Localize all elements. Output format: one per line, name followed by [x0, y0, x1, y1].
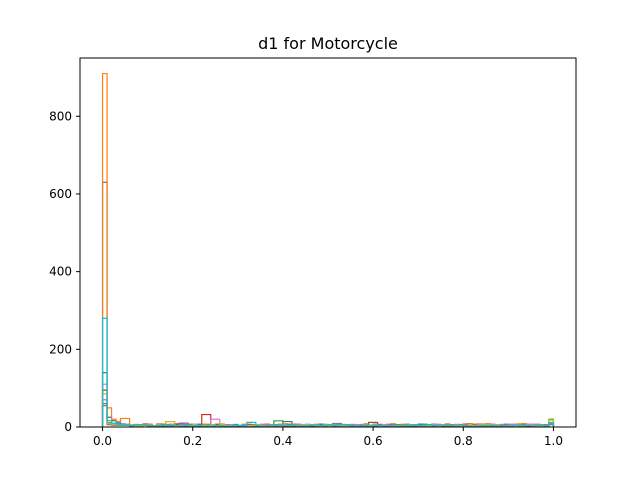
x-tick-label: 0.0 [93, 434, 112, 448]
chart-title: d1 for Motorcycle [258, 34, 398, 53]
series-histogram-10 [101, 317, 555, 427]
y-tick-label: 200 [49, 342, 72, 356]
plot-frame [79, 57, 577, 428]
y-tick-label: 0 [64, 420, 72, 434]
x-tick-label: 0.8 [454, 434, 473, 448]
x-tick-label: 0.4 [273, 434, 292, 448]
y-tick-label: 800 [49, 109, 72, 123]
y-axis: 0 200 400 600 800 [49, 109, 80, 434]
x-tick-label: 0.2 [183, 434, 202, 448]
y-tick-label: 400 [49, 265, 72, 279]
plot-series [101, 72, 555, 428]
x-tick-label: 1.0 [544, 434, 563, 448]
y-tick-label: 600 [49, 187, 72, 201]
x-tick-label: 0.6 [364, 434, 383, 448]
x-axis: 0.0 0.2 0.4 0.6 0.8 1.0 [93, 427, 563, 448]
